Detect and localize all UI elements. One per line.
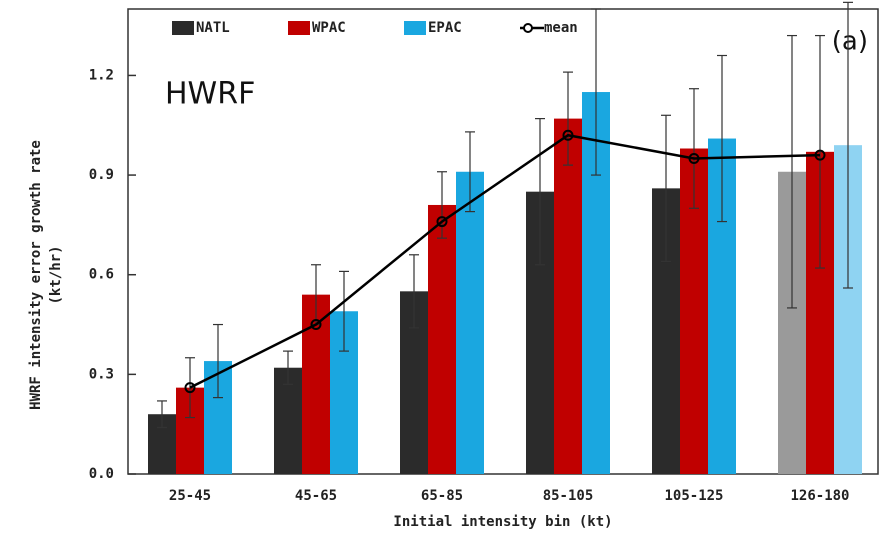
y-axis-label: HWRF intensity error growth rate — [28, 140, 44, 410]
model-label: HWRF — [165, 77, 255, 112]
x-tick-label: 25-45 — [169, 488, 211, 504]
plot-frame — [127, 8, 879, 475]
y-tick-label: 0.3 — [89, 366, 114, 382]
error-bar — [815, 34, 825, 269]
bar — [274, 367, 302, 474]
bar — [554, 118, 582, 474]
y-tick-label: 0.6 — [89, 267, 114, 283]
x-tick-label: 65-85 — [421, 488, 463, 504]
y-tick-label: 1.2 — [89, 67, 114, 83]
error-bar — [339, 270, 349, 352]
panel-label: (a) — [832, 27, 868, 57]
legend-swatch — [172, 21, 194, 35]
error-bar — [787, 34, 797, 309]
mean-marker — [436, 216, 448, 228]
error-bar — [283, 350, 293, 385]
legend-label: mean — [544, 20, 578, 36]
legend-label: EPAC — [428, 20, 462, 36]
y-axis-label: (kt/hr) — [48, 245, 64, 304]
error-bar — [535, 118, 545, 266]
x-axis-label: Initial intensity bin (kt) — [393, 514, 612, 530]
error-bar — [157, 400, 167, 429]
mean-marker — [814, 149, 826, 161]
legend-swatch — [523, 23, 533, 33]
mean-line — [189, 133, 821, 389]
error-bar — [563, 71, 573, 166]
x-tick-label: 85-105 — [543, 488, 594, 504]
error-bar — [843, 1, 853, 289]
error-bar — [717, 54, 727, 223]
mean-marker — [184, 382, 196, 394]
mean-marker — [310, 319, 322, 331]
y-tick-label: 0.0 — [89, 466, 114, 482]
error-bar — [689, 88, 699, 209]
x-tick-label: 126-180 — [790, 488, 849, 504]
error-bar — [213, 323, 223, 399]
legend-label: WPAC — [312, 20, 346, 36]
mean-marker — [562, 129, 574, 141]
legend-swatch — [404, 21, 426, 35]
mean-marker — [688, 152, 700, 164]
error-bar — [661, 114, 671, 263]
error-bar — [437, 171, 447, 239]
legend-label: NATL — [196, 20, 230, 36]
bar — [428, 204, 456, 474]
error-bar — [465, 131, 475, 213]
y-tick-label: 0.9 — [89, 167, 114, 183]
x-tick-label: 105-125 — [664, 488, 723, 504]
legend-swatch — [288, 21, 310, 35]
error-bar — [409, 254, 419, 329]
error-bar — [591, 8, 601, 176]
x-tick-label: 45-65 — [295, 488, 337, 504]
bar — [456, 171, 484, 474]
